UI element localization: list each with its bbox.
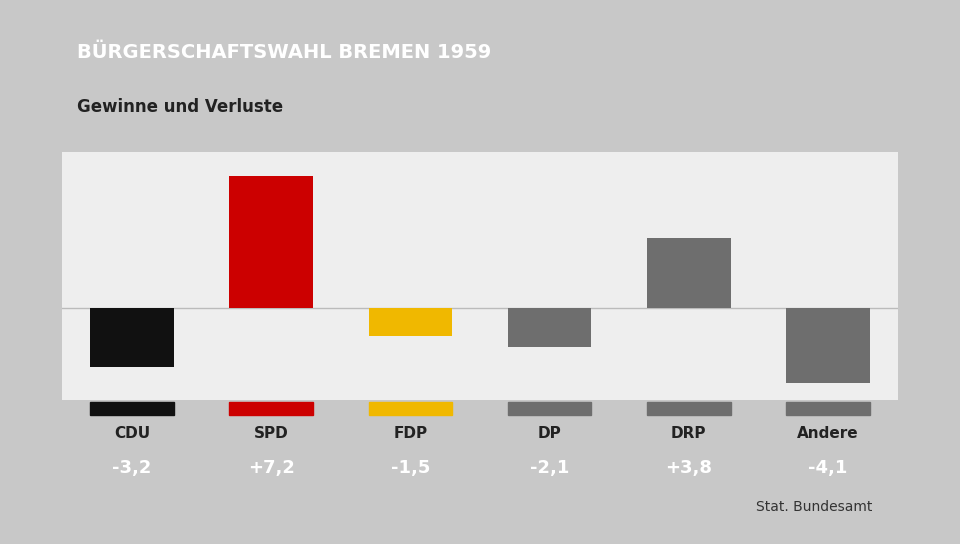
- Bar: [508, 308, 591, 347]
- Bar: [229, 402, 313, 415]
- Text: DP: DP: [538, 425, 562, 441]
- Text: -3,2: -3,2: [112, 459, 152, 477]
- Text: -1,5: -1,5: [391, 459, 430, 477]
- Bar: [90, 402, 174, 415]
- Text: Andere: Andere: [797, 425, 859, 441]
- Text: Gewinne und Verluste: Gewinne und Verluste: [78, 97, 283, 116]
- Text: CDU: CDU: [114, 425, 150, 441]
- Bar: [229, 176, 313, 308]
- Text: BÜRGERSCHAFTSWAHL BREMEN 1959: BÜRGERSCHAFTSWAHL BREMEN 1959: [78, 42, 492, 61]
- Text: -4,1: -4,1: [808, 459, 848, 477]
- Text: -2,1: -2,1: [530, 459, 569, 477]
- Bar: [90, 308, 174, 367]
- Text: SPD: SPD: [253, 425, 289, 441]
- Text: +7,2: +7,2: [248, 459, 295, 477]
- Bar: [786, 308, 870, 384]
- Text: DRP: DRP: [671, 425, 707, 441]
- Bar: [508, 402, 591, 415]
- Bar: [786, 402, 870, 415]
- Text: FDP: FDP: [394, 425, 427, 441]
- Bar: [369, 308, 452, 336]
- Bar: [647, 402, 731, 415]
- Bar: [369, 402, 452, 415]
- Text: +3,8: +3,8: [665, 459, 712, 477]
- Text: Stat. Bundesamt: Stat. Bundesamt: [756, 500, 873, 514]
- Bar: [647, 238, 731, 308]
